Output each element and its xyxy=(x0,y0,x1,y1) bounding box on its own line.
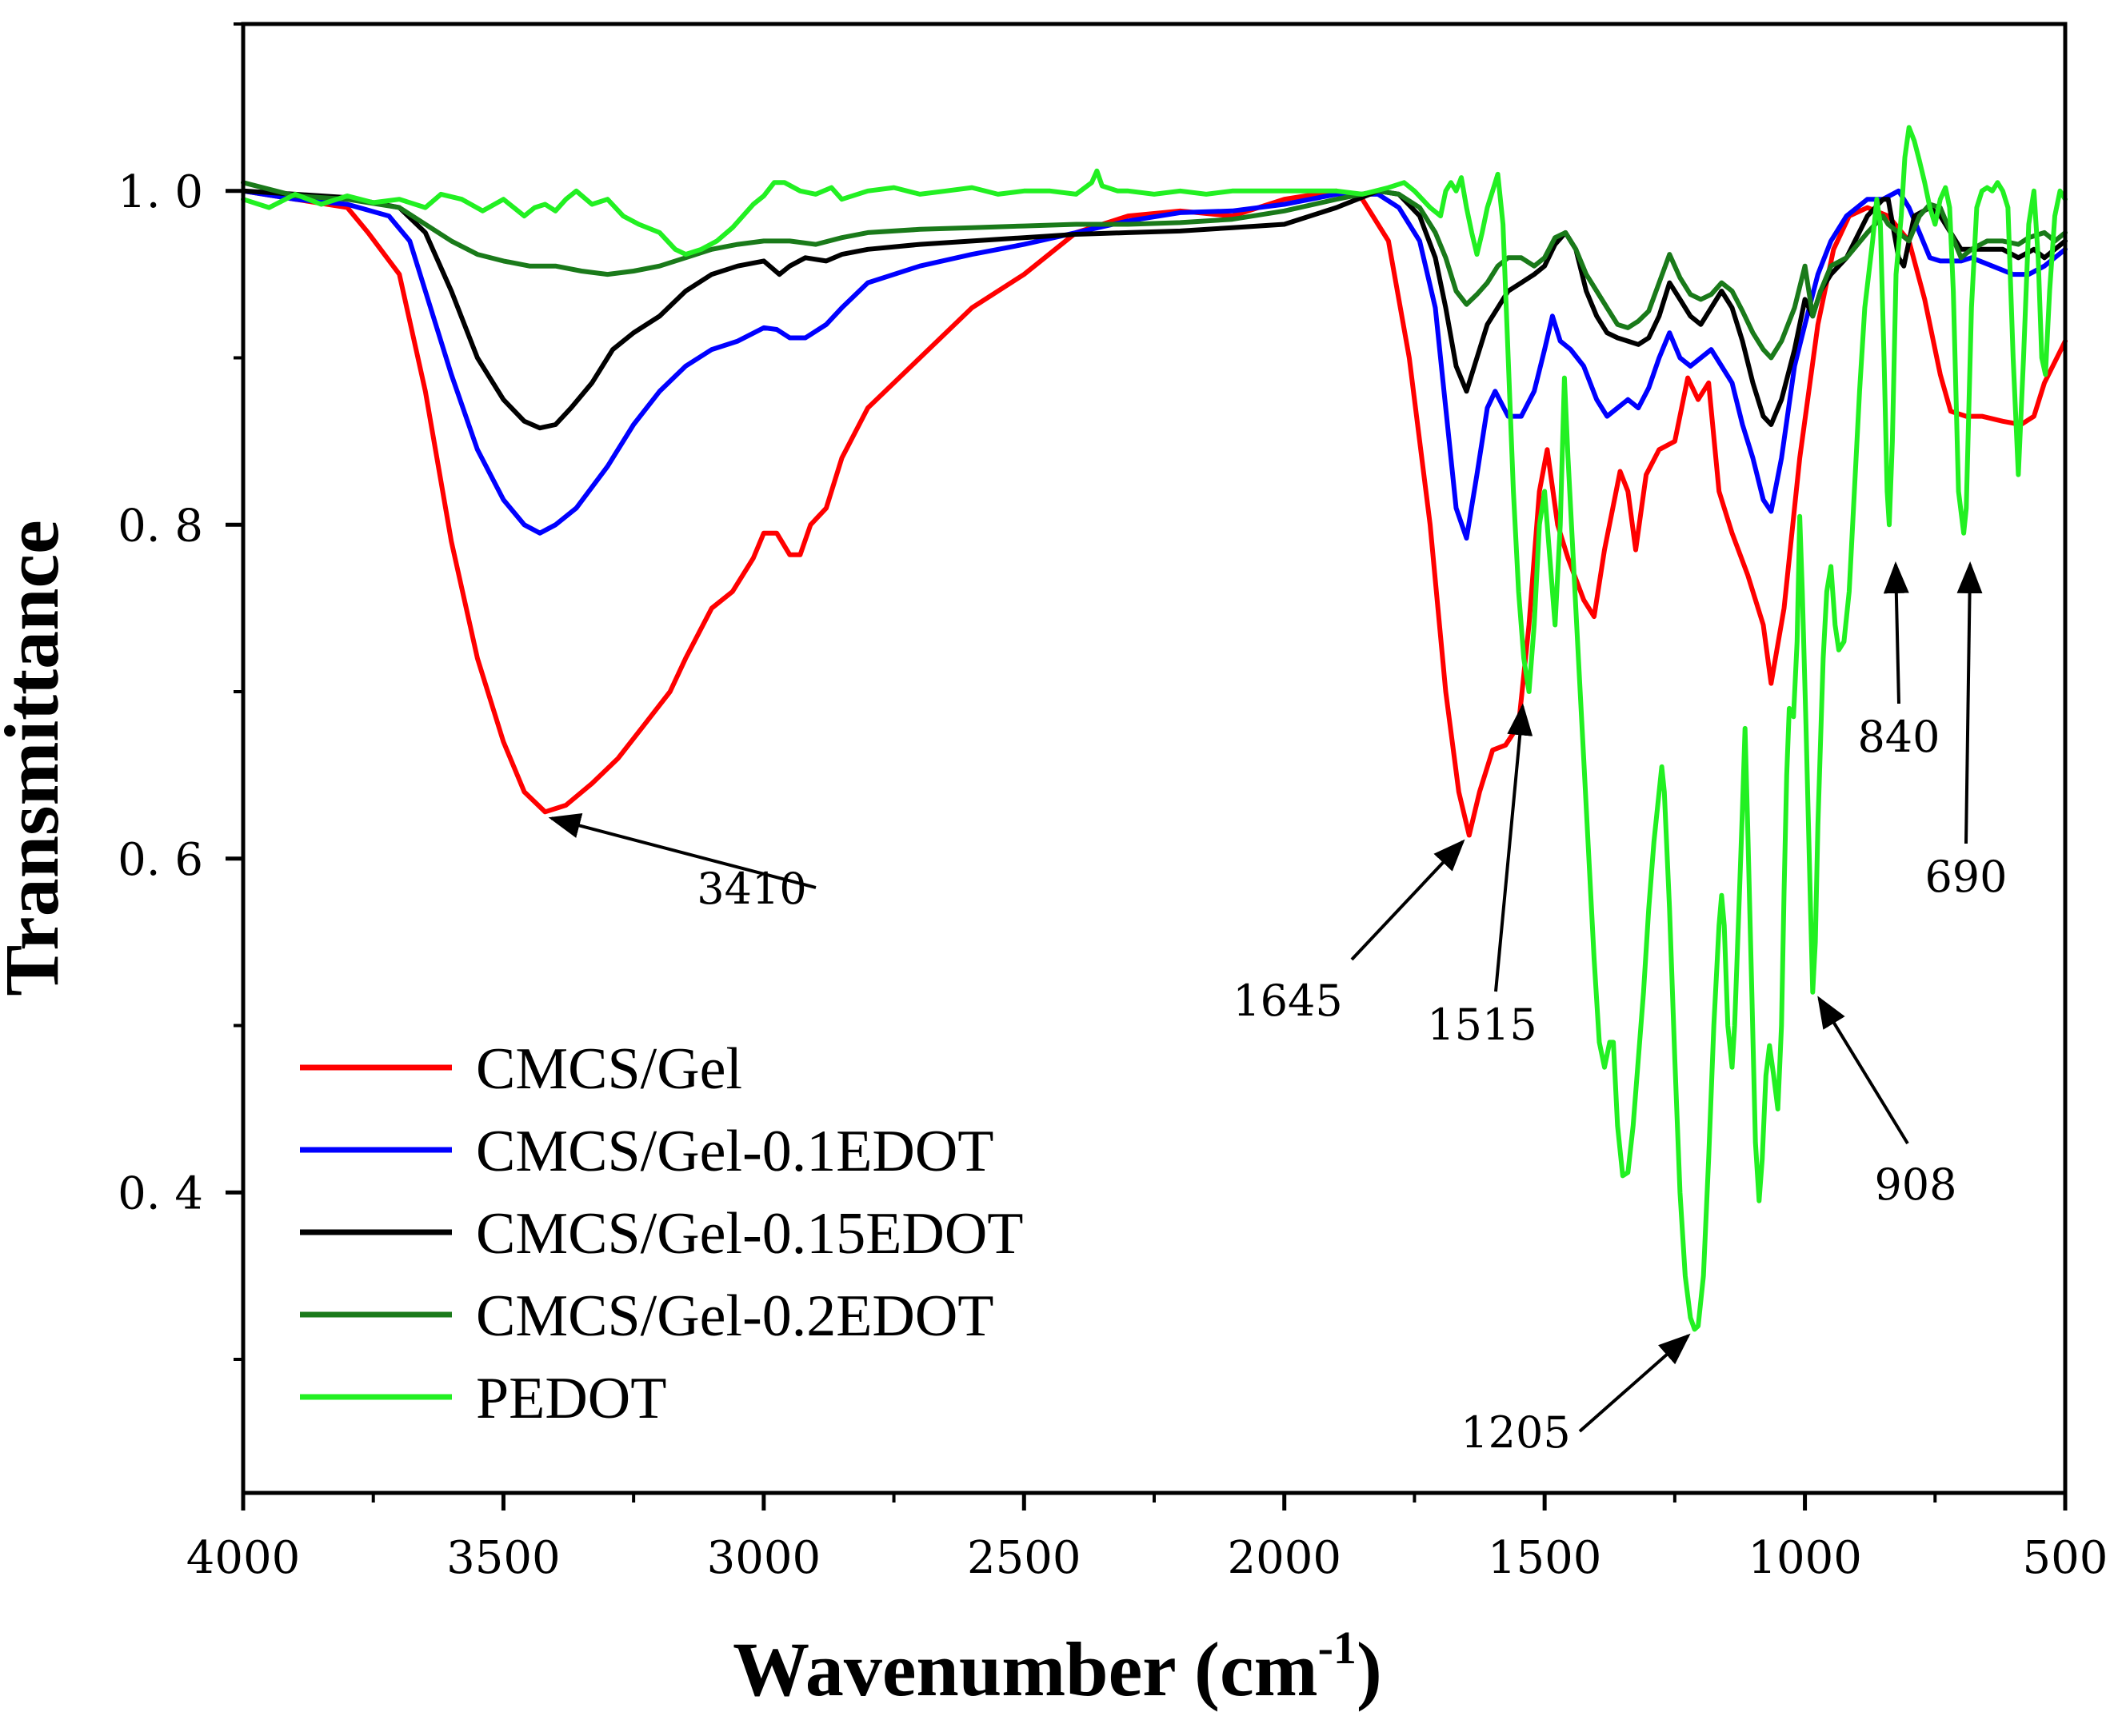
y-tick-label: 0. 6 xyxy=(118,834,203,886)
y-tick-label: 0. 4 xyxy=(118,1167,203,1219)
x-tick-label: 500 xyxy=(2023,1532,2108,1584)
annotation-arrow-840 xyxy=(1883,561,1909,704)
annotation-label-1205: 1205 xyxy=(1461,1407,1570,1458)
annotation-arrow-1205 xyxy=(1578,1333,1691,1433)
x-tick-label: 1500 xyxy=(1488,1532,1602,1584)
annotation-label-908: 908 xyxy=(1874,1159,1956,1210)
plot-frame xyxy=(241,22,2068,1495)
legend-label-4: CMCS/Gel-0.2EDOT xyxy=(476,1283,994,1349)
x-tick-label: 2500 xyxy=(967,1532,1081,1584)
annotation-arrow-1515 xyxy=(1494,703,1533,992)
x-tick-label: 3500 xyxy=(446,1532,561,1584)
annotation-layer: 3410 1645 1515 1205 908 840 690 xyxy=(548,561,2008,1458)
ticks-layer: 4000 3500 3000 2500 2000 1500 1000 500 0. 4 0. 6 0… xyxy=(118,22,2108,1584)
x-axis-title-superscript: -1 xyxy=(1318,1622,1357,1674)
legend-label-3: CMCS/Gel-0.15EDOT xyxy=(476,1201,1024,1267)
annotation-label-840: 840 xyxy=(1857,712,1940,762)
y-tick-label: 1. 0 xyxy=(118,166,203,218)
annotation-arrow-908 xyxy=(1817,996,1909,1145)
legend-label-1: CMCS/Gel xyxy=(476,1036,742,1102)
y-axis-title: Transmittance xyxy=(0,520,74,996)
x-axis-title: Wavenumber (cm-1) xyxy=(733,1622,1382,1712)
annotation-label-3410: 3410 xyxy=(697,864,806,914)
x-tick-label: 2000 xyxy=(1227,1532,1341,1584)
series-line-5 xyxy=(241,125,2068,1332)
annotation-label-1645: 1645 xyxy=(1233,976,1342,1026)
annotation-arrow-1645 xyxy=(1350,839,1465,961)
annotation-arrow-3410 xyxy=(548,812,817,889)
annotation-arrow-690 xyxy=(1956,561,1983,844)
legend-label-5: PEDOT xyxy=(476,1366,666,1431)
annotation-label-1515: 1515 xyxy=(1427,1000,1537,1050)
x-tick-label: 3000 xyxy=(707,1532,821,1584)
series-layer xyxy=(241,125,2068,1332)
x-axis-title-text: Wavenumber (cm xyxy=(733,1626,1317,1712)
x-axis-title-close: ) xyxy=(1357,1626,1382,1712)
legend: CMCS/Gel CMCS/Gel-0.1EDOT CMCS/Gel-0.15EDO… xyxy=(300,1036,1024,1431)
y-tick-label: 0. 8 xyxy=(118,500,203,552)
x-tick-label: 4000 xyxy=(186,1532,301,1584)
series-line-3 xyxy=(241,188,2068,431)
legend-label-2: CMCS/Gel-0.1EDOT xyxy=(476,1119,994,1184)
series-line-4 xyxy=(241,180,2068,361)
annotation-label-690: 690 xyxy=(1924,852,2007,902)
x-tick-label: 1000 xyxy=(1748,1532,1862,1584)
